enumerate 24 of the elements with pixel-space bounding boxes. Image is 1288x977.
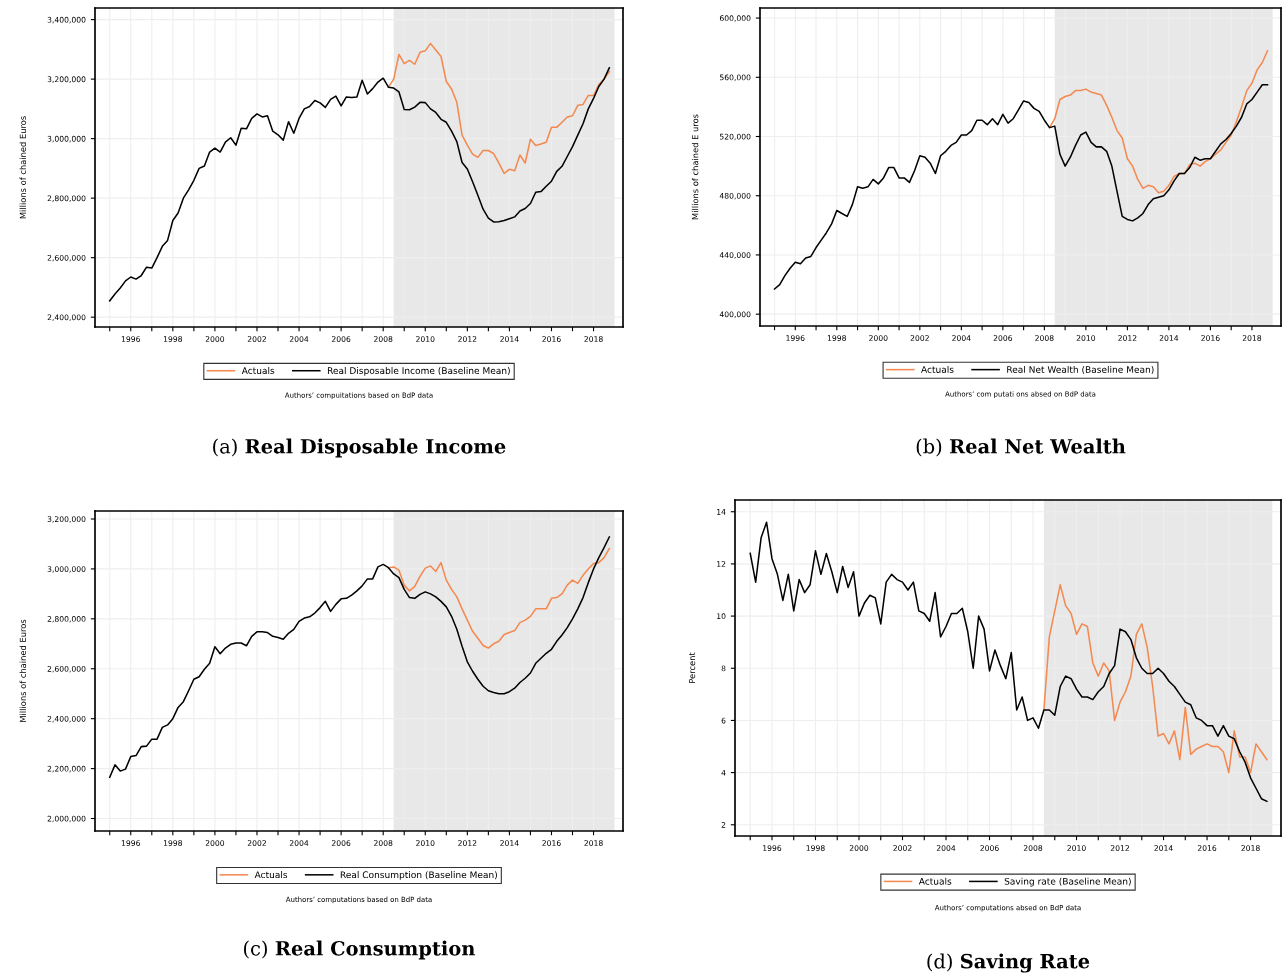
y-axis-title: Millions of chained Euros (19, 619, 27, 722)
legend-label: Actuals (241, 367, 275, 375)
legend-label: Saving rate (Baseline Mean) (1004, 877, 1131, 887)
text: (a) Real Disposable Income (213, 438, 506, 458)
line-series (749, 521, 1268, 803)
line-series (1043, 584, 1268, 774)
legend-label: Actuals (254, 871, 288, 879)
line-series (108, 536, 611, 779)
y-axis-title: Millions of chained E uros (691, 114, 699, 220)
text: (c) Real Consumption (243, 940, 475, 960)
line-series (387, 547, 611, 649)
line-series (108, 67, 611, 302)
line-series (387, 42, 611, 175)
line-series (773, 83, 1269, 290)
text: (d) Saving Rate (927, 953, 1090, 973)
legend-label: Real Net Wealth (Baseline Mean) (1007, 365, 1154, 374)
legend-label: Actuals (918, 877, 952, 885)
legend-label: Real Disposable Income (Baseline Mean) (327, 367, 510, 376)
y-axis-title: Millions of chained Euros (19, 116, 27, 219)
y-axis-title: Percent (689, 652, 696, 683)
legend-label: Real Consumption (Baseline Mean) (340, 871, 497, 880)
legend-label: Actuals (921, 365, 954, 373)
text: (b) Real Net Wealth (916, 438, 1126, 457)
line-series (1048, 49, 1269, 194)
